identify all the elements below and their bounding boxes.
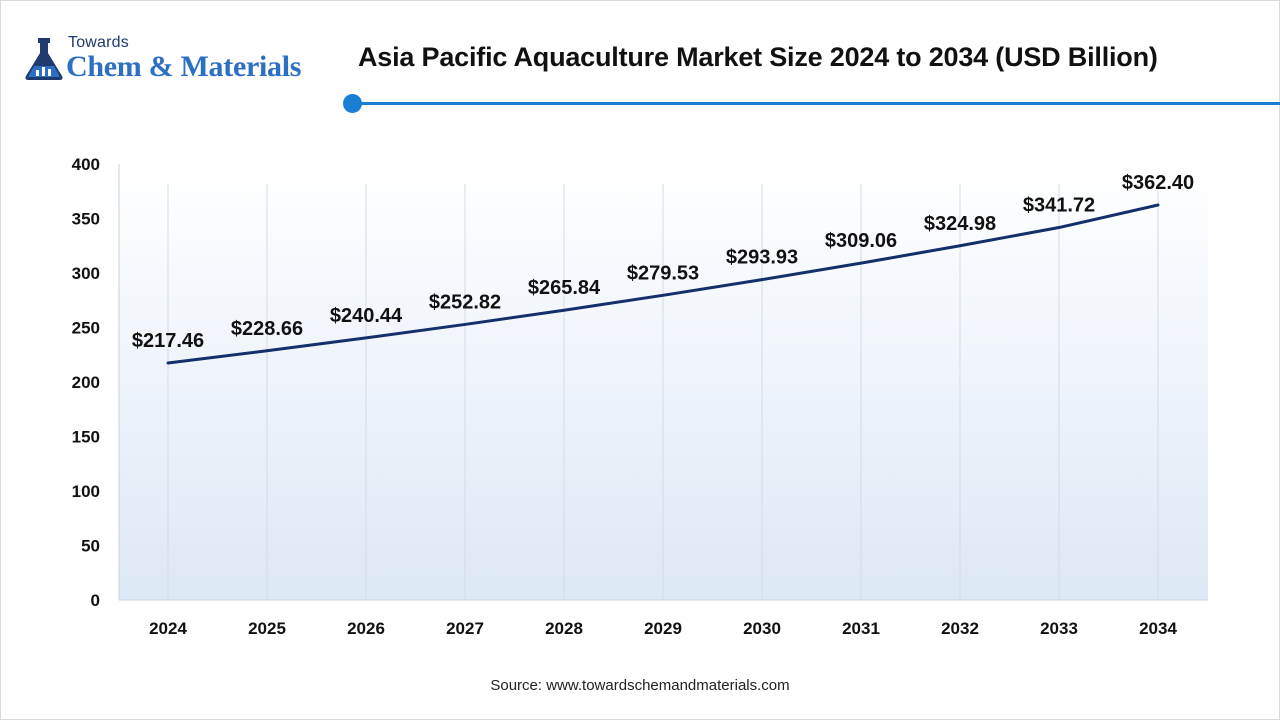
x-tick-label: 2024 — [149, 619, 187, 638]
x-tick-label: 2030 — [743, 619, 781, 638]
x-tick-label: 2033 — [1040, 619, 1078, 638]
data-label: $324.98 — [924, 213, 996, 235]
data-label: $228.66 — [231, 318, 303, 340]
x-tick-label: 2027 — [446, 619, 484, 638]
data-label: $265.84 — [528, 277, 601, 299]
data-label: $309.06 — [825, 230, 897, 252]
brand-logo: Towards Chem & Materials — [22, 34, 342, 90]
y-tick-label: 200 — [72, 373, 100, 392]
title-underline-dot — [343, 94, 362, 113]
series-line — [166, 203, 1160, 365]
y-tick-label: 150 — [72, 428, 100, 447]
flask-logo-icon — [25, 38, 63, 80]
data-label: $240.44 — [330, 305, 403, 327]
x-tick-label: 2031 — [842, 619, 880, 638]
y-tick-label: 350 — [72, 210, 100, 229]
source-note: Source: www.towardschemandmaterials.com — [490, 677, 790, 694]
chart-title: Asia Pacific Aquaculture Market Size 202… — [358, 42, 1158, 72]
title-underline — [353, 102, 1280, 105]
data-label: $362.40 — [1122, 172, 1194, 194]
y-tick-label: 300 — [72, 264, 100, 283]
x-tick-label: 2025 — [248, 619, 286, 638]
x-tick-label: 2028 — [545, 619, 583, 638]
y-tick-label: 50 — [81, 537, 100, 556]
data-label: $341.72 — [1023, 195, 1095, 217]
y-tick-label: 400 — [72, 155, 100, 174]
y-tick-label: 100 — [72, 482, 100, 501]
logo-top-text: Towards — [68, 34, 129, 51]
data-label: $279.53 — [627, 262, 699, 284]
x-tick-label: 2032 — [941, 619, 979, 638]
data-label: $293.93 — [726, 247, 798, 269]
data-label: $217.46 — [132, 330, 204, 352]
x-tick-label: 2034 — [1139, 619, 1177, 638]
x-tick-label: 2029 — [644, 619, 682, 638]
y-tick-label: 0 — [91, 591, 100, 610]
y-tick-label: 250 — [72, 319, 100, 338]
x-tick-label: 2026 — [347, 619, 385, 638]
data-label: $252.82 — [429, 291, 501, 313]
logo-main-text: Chem & Materials — [66, 50, 302, 83]
